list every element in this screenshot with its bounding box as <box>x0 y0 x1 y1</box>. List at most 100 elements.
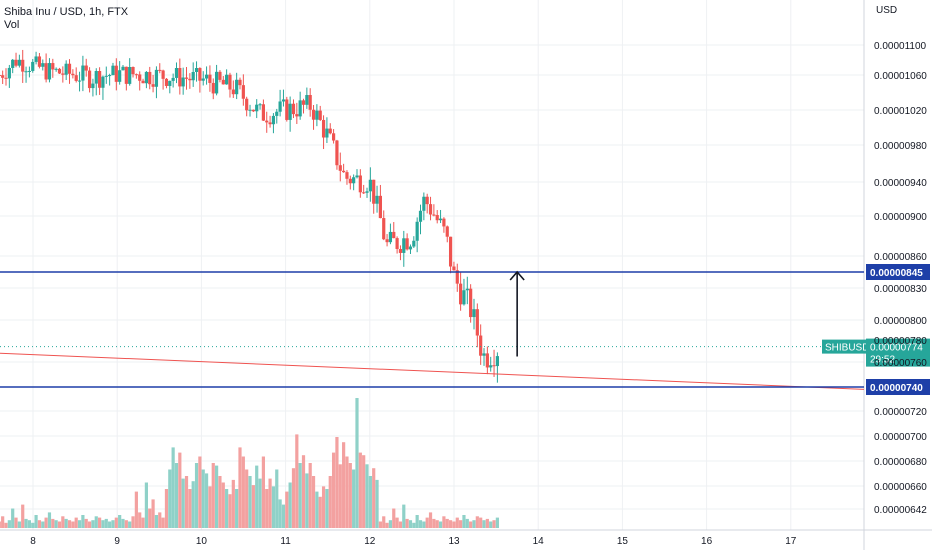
volume-bar <box>154 515 159 528</box>
time-tick-label: 9 <box>114 536 120 547</box>
candle-body <box>425 196 429 205</box>
volume-bar <box>37 520 42 528</box>
volume-bar <box>418 520 423 528</box>
volume-bar <box>368 476 372 528</box>
candle-body <box>178 68 182 87</box>
candle-body <box>318 110 322 120</box>
volume-bar <box>338 464 342 528</box>
candle-body <box>141 80 145 84</box>
volume-bar <box>41 521 45 528</box>
volume-bar <box>402 504 406 528</box>
candle-body <box>321 119 326 138</box>
candle-body <box>245 98 249 111</box>
volume-bar <box>395 517 399 528</box>
volume-bar <box>355 398 359 528</box>
candle-body <box>144 71 149 84</box>
candle-body <box>469 288 473 318</box>
volume-bar <box>171 447 175 528</box>
volume-bar <box>94 516 98 528</box>
candle-body <box>418 210 423 222</box>
volume-bar <box>265 489 269 528</box>
volume-bar <box>77 520 82 528</box>
symbol-badge-label: SHIBUSD <box>825 343 869 354</box>
candle-body <box>402 238 406 253</box>
volume-bar <box>375 479 379 528</box>
candle-body <box>362 192 366 194</box>
volume-bar <box>231 479 235 528</box>
candle-body <box>338 165 342 171</box>
volume-bar <box>218 476 222 528</box>
volume-bar <box>124 520 128 528</box>
volume-bar <box>398 521 403 528</box>
candle-body <box>295 114 299 117</box>
candle-body <box>408 246 413 250</box>
candle-body <box>158 69 162 71</box>
volume-bar <box>54 520 58 528</box>
candle-body <box>228 74 232 90</box>
horizontal-level-label: 0.00000740 <box>870 383 923 394</box>
volume-bar <box>47 512 52 528</box>
volume-bar <box>151 499 155 528</box>
volume-bar <box>27 520 32 528</box>
candle-body <box>335 140 339 166</box>
candle-body <box>495 356 499 367</box>
volume-bar <box>445 518 449 528</box>
candle-body <box>98 71 102 88</box>
symbol-title[interactable]: Shiba Inu / USD, 1h, FTX <box>4 6 129 18</box>
volume-bar <box>191 481 195 528</box>
candle-body <box>375 195 379 204</box>
candle-body <box>492 365 496 367</box>
candle-body <box>345 172 349 179</box>
candle-body <box>428 204 433 215</box>
volume-bar <box>57 521 62 528</box>
candle-body <box>255 104 259 112</box>
candle-body <box>0 75 1 76</box>
last-price-value: 0.00000774 <box>870 343 923 354</box>
candle-body <box>275 111 279 116</box>
volume-bar <box>305 473 309 528</box>
candle-body <box>372 179 376 204</box>
candle-body <box>198 68 202 81</box>
volume-bar <box>214 465 219 528</box>
volume-bar <box>348 463 352 528</box>
symbol-badge <box>822 339 866 354</box>
candle-body <box>84 65 88 71</box>
candle-body <box>261 104 265 121</box>
time-tick-label: 10 <box>196 536 208 547</box>
volume-bar <box>208 486 212 528</box>
volume-bar <box>138 512 142 528</box>
volume-bar <box>164 489 169 528</box>
volume-bar <box>291 468 296 528</box>
candle-body <box>118 70 122 82</box>
volume-bar <box>241 456 245 528</box>
volume-bar <box>158 512 162 528</box>
volume-bar <box>128 521 132 528</box>
candle-body <box>465 288 469 291</box>
candle-body <box>328 128 332 134</box>
candle-body <box>455 270 459 284</box>
volume-bar <box>448 520 453 528</box>
candle-body <box>74 75 78 81</box>
trendline[interactable] <box>0 352 865 390</box>
candle-body <box>37 56 42 67</box>
volume-bar <box>372 468 376 528</box>
volume-bar <box>204 473 209 528</box>
price-tick-label: 0.00000860 <box>874 252 927 263</box>
volume-bar <box>465 518 469 528</box>
candle-body <box>111 65 115 76</box>
volume-bar <box>365 464 369 528</box>
volume-bar <box>235 489 239 528</box>
candle-body <box>405 238 409 250</box>
candle-body <box>34 56 38 62</box>
volume-bar <box>84 518 88 528</box>
candle-body <box>288 103 292 120</box>
arrow-head[interactable] <box>509 270 525 281</box>
price-tick-label: 0.00000900 <box>874 212 927 223</box>
candle-body <box>211 82 215 94</box>
volume-bar <box>255 465 259 528</box>
candle-body <box>81 65 85 81</box>
volume-bar <box>362 455 366 528</box>
volume-bar <box>328 476 332 528</box>
volume-bar <box>114 517 118 528</box>
